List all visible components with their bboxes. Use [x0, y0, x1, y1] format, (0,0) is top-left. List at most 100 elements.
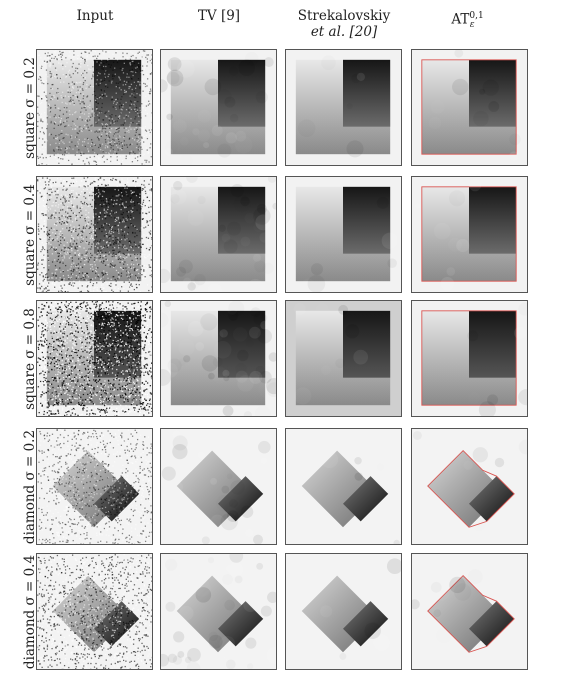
noise-speck: [44, 329, 47, 331]
noise-speck: [73, 54, 75, 56]
noise-speck: [43, 410, 45, 413]
noise-speck: [132, 71, 134, 73]
noise-speck: [59, 337, 61, 339]
noise-speck: [40, 196, 43, 198]
noise-speck: [61, 385, 63, 387]
noise-speck: [151, 212, 152, 215]
noise-speck: [105, 313, 107, 315]
noise-speck: [52, 323, 54, 325]
noise-speck: [116, 316, 118, 318]
noise-speck: [71, 263, 73, 265]
noise-speck: [148, 412, 150, 414]
noise-speck: [59, 52, 61, 54]
noise-speck: [101, 128, 104, 130]
noise-speck: [83, 388, 86, 390]
noise-speck: [93, 259, 95, 261]
noise-speck: [49, 63, 51, 66]
noise-speck: [99, 162, 101, 164]
noise-speck: [72, 205, 75, 207]
noise-speck: [107, 333, 109, 336]
noise-speck: [129, 343, 131, 346]
noise-speck: [91, 199, 94, 201]
noise-speck: [85, 203, 88, 205]
noise-speck: [69, 103, 71, 105]
noise-speck: [66, 181, 68, 183]
noise-speck: [123, 410, 125, 412]
noise-speck: [96, 289, 98, 291]
noise-speck: [123, 231, 126, 233]
column-subscript: ε: [469, 19, 475, 30]
noise-speck: [46, 356, 48, 358]
noise-speck: [46, 311, 49, 313]
noise-speck: [86, 279, 88, 281]
noise-speck: [132, 94, 135, 96]
noise-speck: [37, 54, 39, 57]
noise-speck: [129, 205, 131, 207]
noise-speck: [129, 241, 131, 243]
noise-speck: [61, 91, 64, 93]
noise-speck: [121, 205, 123, 207]
noise-speck: [96, 69, 98, 71]
noise-speck: [121, 195, 123, 197]
noise-speck: [52, 83, 54, 86]
noise-speck: [66, 188, 68, 190]
noise-speck: [46, 156, 48, 158]
noise-speck: [130, 356, 132, 358]
noise-speck: [74, 219, 77, 221]
noise-speck: [98, 274, 100, 276]
noise-speck: [47, 278, 50, 280]
noise-speck: [147, 343, 150, 346]
noise-speck: [120, 396, 122, 399]
noise-speck: [50, 345, 52, 347]
noise-speck: [63, 284, 66, 286]
noise-speck: [63, 317, 66, 319]
noise-speck: [57, 359, 59, 361]
noise-speck: [95, 328, 98, 330]
noise-speck: [145, 351, 147, 353]
noise-speck: [86, 55, 89, 57]
noise-speck: [79, 246, 81, 248]
noise-speck: [116, 185, 118, 187]
noise-speck: [66, 398, 69, 400]
noise-speck: [83, 363, 86, 366]
noise-speck: [68, 365, 70, 368]
noise-speck: [146, 317, 148, 319]
noise-speck: [95, 240, 97, 242]
noise-speck: [94, 232, 96, 234]
noise-speck: [97, 340, 99, 342]
noise-speck: [88, 342, 91, 344]
noise-speck: [148, 397, 151, 399]
noise-speck: [47, 210, 49, 212]
noise-speck: [93, 143, 95, 146]
noise-speck: [133, 385, 135, 387]
noise-speck: [140, 145, 142, 147]
noise-speck: [73, 226, 75, 228]
noise-speck: [95, 236, 98, 238]
noise-speck: [131, 211, 133, 213]
noise-speck: [68, 276, 70, 279]
noise-speck: [87, 360, 90, 363]
noise-speck: [120, 208, 122, 211]
noise-speck: [66, 355, 68, 358]
noise-speck: [83, 69, 86, 72]
noise-speck: [97, 337, 99, 339]
noise-speck: [79, 233, 81, 236]
noise-speck: [136, 361, 138, 363]
noise-speck: [105, 145, 107, 147]
noise-speck: [90, 130, 93, 132]
noise-speck: [89, 366, 91, 368]
noise-speck: [143, 250, 145, 252]
noise-speck: [147, 131, 149, 134]
noise-speck: [107, 386, 109, 388]
noise-speck: [117, 313, 119, 315]
noise-speck: [149, 360, 151, 362]
noise-speck: [119, 147, 121, 149]
noise-speck: [135, 57, 137, 59]
noise-speck: [56, 229, 58, 232]
noise-speck: [99, 204, 101, 206]
noise-speck: [111, 342, 114, 345]
noise-speck: [134, 411, 136, 413]
noise-speck: [114, 247, 116, 249]
noise-speck: [78, 403, 80, 406]
noise-speck: [112, 135, 115, 137]
